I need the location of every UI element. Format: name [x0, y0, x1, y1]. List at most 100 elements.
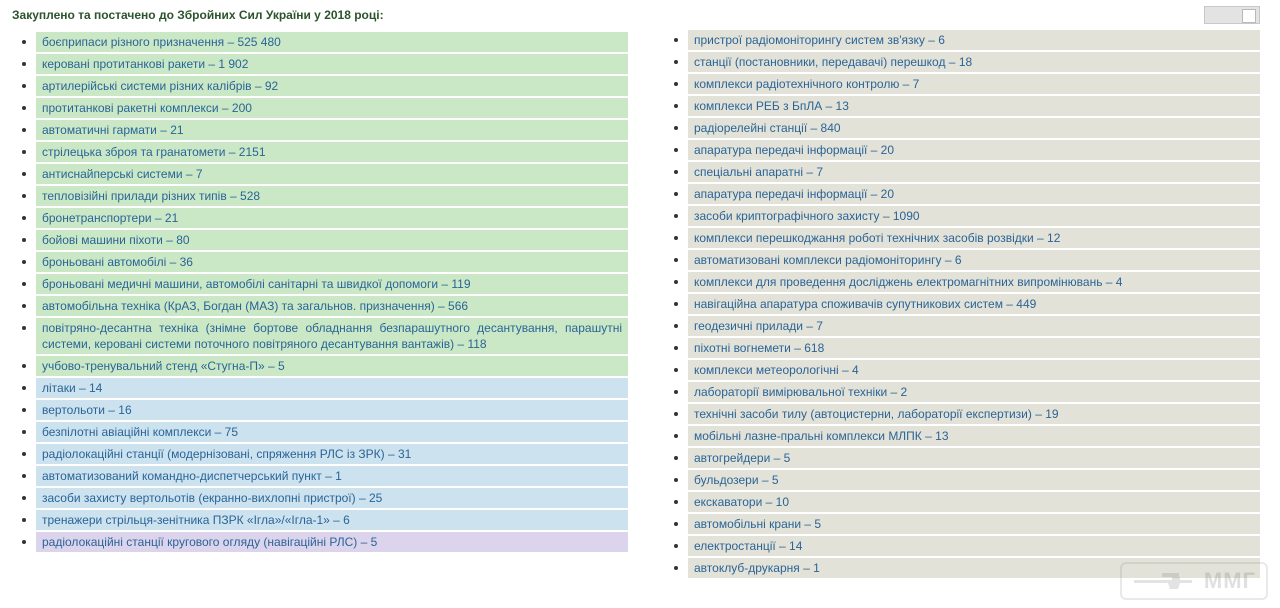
list-item: радіорелейні станції – 840 — [688, 118, 1260, 138]
list-item-link[interactable]: артилерійські системи різних калібрів – … — [42, 79, 278, 93]
list-item-link[interactable]: антиснайперські системи – 7 — [42, 167, 203, 181]
list-item-link[interactable]: повітряно-десантна техніка (знімне борто… — [42, 321, 622, 351]
list-item: навігаційна апаратура споживачів супутни… — [688, 294, 1260, 314]
list-item: засоби криптографічного захисту – 1090 — [688, 206, 1260, 226]
list-item-link[interactable]: радіолокаційні станції кругового огляду … — [42, 535, 377, 549]
list-item: комплекси РЕБ з БпЛА – 13 — [688, 96, 1260, 116]
list-item-link[interactable]: автомобільні крани – 5 — [694, 517, 821, 531]
list-item: безпілотні авіаційні комплекси – 75 — [36, 422, 628, 442]
list-item: автогрейдери – 5 — [688, 448, 1260, 468]
list-item: засоби захисту вертольотів (екранно-вихл… — [36, 488, 628, 508]
list-item: боєприпаси різного призначення – 525 480 — [36, 32, 628, 52]
list-item-link[interactable]: спеціальні апаратні – 7 — [694, 165, 823, 179]
list-item: бульдозери – 5 — [688, 470, 1260, 490]
list-item-link[interactable]: учбово-тренувальний стенд «Стугна-П» – 5 — [42, 359, 285, 373]
list-item: броньовані автомобілі – 36 — [36, 252, 628, 272]
list-item: антиснайперські системи – 7 — [36, 164, 628, 184]
list-item: піхотні вогнемети – 618 — [688, 338, 1260, 358]
list-item-link[interactable]: автоматичні гармати – 21 — [42, 123, 184, 137]
list-item-link[interactable]: броньовані медичні машини, автомобілі са… — [42, 277, 471, 291]
list-item: комплекси для проведення досліджень елек… — [688, 272, 1260, 292]
list-item: керовані протитанкові ракети – 1 902 — [36, 54, 628, 74]
list-item: броньовані медичні машини, автомобілі са… — [36, 274, 628, 294]
list-item: електростанції – 14 — [688, 536, 1260, 556]
list-item: комплекси радіотехнічного контролю – 7 — [688, 74, 1260, 94]
list-item-link[interactable]: автомобільна техніка (КрАЗ, Богдан (МАЗ)… — [42, 299, 468, 313]
list-item-link[interactable]: автоматизований командно-диспетчерський … — [42, 469, 342, 483]
list-item: автоматизований командно-диспетчерський … — [36, 466, 628, 486]
list-item: бронетранспортери – 21 — [36, 208, 628, 228]
list-item: лабораторії вимірювальної техніки – 2 — [688, 382, 1260, 402]
list-item-link[interactable]: екскаватори – 10 — [694, 495, 789, 509]
list-item-link[interactable]: радіорелейні станції – 840 — [694, 121, 841, 135]
list-item-link[interactable]: протитанкові ракетні комплекси – 200 — [42, 101, 252, 115]
list-item-link[interactable]: піхотні вогнемети – 618 — [694, 341, 824, 355]
list-item-link[interactable]: електростанції – 14 — [694, 539, 802, 553]
two-column-layout: Закуплено та постачено до Збройних Сил У… — [8, 6, 1272, 580]
list-item-link[interactable]: навігаційна апаратура споживачів супутни… — [694, 297, 1036, 311]
list-item: комплекси метеорологічні – 4 — [688, 360, 1260, 380]
list-item: автомобільні крани – 5 — [688, 514, 1260, 534]
thumbnail-image — [1204, 6, 1260, 24]
thumbnail-strip — [660, 6, 1260, 24]
left-list: боєприпаси різного призначення – 525 480… — [8, 32, 628, 552]
list-item-link[interactable]: керовані протитанкові ракети – 1 902 — [42, 57, 248, 71]
list-item-link[interactable]: комплекси метеорологічні – 4 — [694, 363, 859, 377]
list-item-link[interactable]: комплекси перешкоджання роботі технічних… — [694, 231, 1060, 245]
list-item-link[interactable]: апаратура передачі інформації – 20 — [694, 187, 894, 201]
list-item: радіолокаційні станції (модернізовані, с… — [36, 444, 628, 464]
list-item: пристрої радіомоніторингу систем зв'язку… — [688, 30, 1260, 50]
list-item: автомобільна техніка (КрАЗ, Богдан (МАЗ)… — [36, 296, 628, 316]
list-item-link[interactable]: радіолокаційні станції (модернізовані, с… — [42, 447, 411, 461]
list-item-link[interactable]: засоби захисту вертольотів (екранно-вихл… — [42, 491, 382, 505]
list-item: автоматичні гармати – 21 — [36, 120, 628, 140]
list-item: тепловізійні прилади різних типів – 528 — [36, 186, 628, 206]
list-item-link[interactable]: лабораторії вимірювальної техніки – 2 — [694, 385, 907, 399]
list-item: екскаватори – 10 — [688, 492, 1260, 512]
list-item-link[interactable]: безпілотні авіаційні комплекси – 75 — [42, 425, 238, 439]
list-item-link[interactable]: літаки – 14 — [42, 381, 102, 395]
list-item: стрілецька зброя та гранатомети – 2151 — [36, 142, 628, 162]
right-column: пристрої радіомоніторингу систем зв'язку… — [660, 6, 1260, 580]
list-item: радіолокаційні станції кругового огляду … — [36, 532, 628, 552]
list-item-link[interactable]: автоматизовані комплекси радіомоніторинг… — [694, 253, 962, 267]
list-item-link[interactable]: апаратура передачі інформації – 20 — [694, 143, 894, 157]
list-item: артилерійські системи різних калібрів – … — [36, 76, 628, 96]
list-item-link[interactable]: вертольоти – 16 — [42, 403, 132, 417]
list-item: вертольоти – 16 — [36, 400, 628, 420]
list-item: геодезичні прилади – 7 — [688, 316, 1260, 336]
list-item-link[interactable]: комплекси РЕБ з БпЛА – 13 — [694, 99, 849, 113]
list-item-link[interactable]: комплекси радіотехнічного контролю – 7 — [694, 77, 919, 91]
list-item-link[interactable]: технічні засоби тилу (автоцистерни, лабо… — [694, 407, 1059, 421]
list-item: бойові машини піхоти – 80 — [36, 230, 628, 250]
list-item: технічні засоби тилу (автоцистерни, лабо… — [688, 404, 1260, 424]
list-item-link[interactable]: пристрої радіомоніторингу систем зв'язку… — [694, 33, 945, 47]
left-column: Закуплено та постачено до Збройних Сил У… — [8, 6, 628, 554]
list-item: учбово-тренувальний стенд «Стугна-П» – 5 — [36, 356, 628, 376]
list-item-link[interactable]: автогрейдери – 5 — [694, 451, 790, 465]
list-item: станції (постановники, передавачі) переш… — [688, 52, 1260, 72]
list-item: апаратура передачі інформації – 20 — [688, 184, 1260, 204]
list-item-link[interactable]: бронетранспортери – 21 — [42, 211, 178, 225]
list-item-link[interactable]: боєприпаси різного призначення – 525 480 — [42, 35, 281, 49]
list-item-link[interactable]: засоби криптографічного захисту – 1090 — [694, 209, 920, 223]
list-item: мобільні лазне-пральні комплекси МЛПК – … — [688, 426, 1260, 446]
list-item: автоклуб-друкарня – 1 — [688, 558, 1260, 578]
list-item-link[interactable]: автоклуб-друкарня – 1 — [694, 561, 820, 575]
list-item-link[interactable]: станції (постановники, передавачі) переш… — [694, 55, 972, 69]
list-item: апаратура передачі інформації – 20 — [688, 140, 1260, 160]
list-item-link[interactable]: мобільні лазне-пральні комплекси МЛПК – … — [694, 429, 949, 443]
list-item-link[interactable]: тепловізійні прилади різних типів – 528 — [42, 189, 260, 203]
list-item-link[interactable]: бойові машини піхоти – 80 — [42, 233, 190, 247]
list-item: літаки – 14 — [36, 378, 628, 398]
right-list: пристрої радіомоніторингу систем зв'язку… — [660, 30, 1260, 578]
list-item-link[interactable]: стрілецька зброя та гранатомети – 2151 — [42, 145, 266, 159]
list-item-link[interactable]: геодезичні прилади – 7 — [694, 319, 823, 333]
list-item-link[interactable]: тренажери стрільця-зенітника ПЗРК «Ігла»… — [42, 513, 350, 527]
list-item-link[interactable]: броньовані автомобілі – 36 — [42, 255, 193, 269]
list-item-link[interactable]: бульдозери – 5 — [694, 473, 779, 487]
list-item-link[interactable]: комплекси для проведення досліджень елек… — [694, 275, 1122, 289]
list-item: тренажери стрільця-зенітника ПЗРК «Ігла»… — [36, 510, 628, 530]
list-item: спеціальні апаратні – 7 — [688, 162, 1260, 182]
list-item: повітряно-десантна техніка (знімне борто… — [36, 318, 628, 354]
